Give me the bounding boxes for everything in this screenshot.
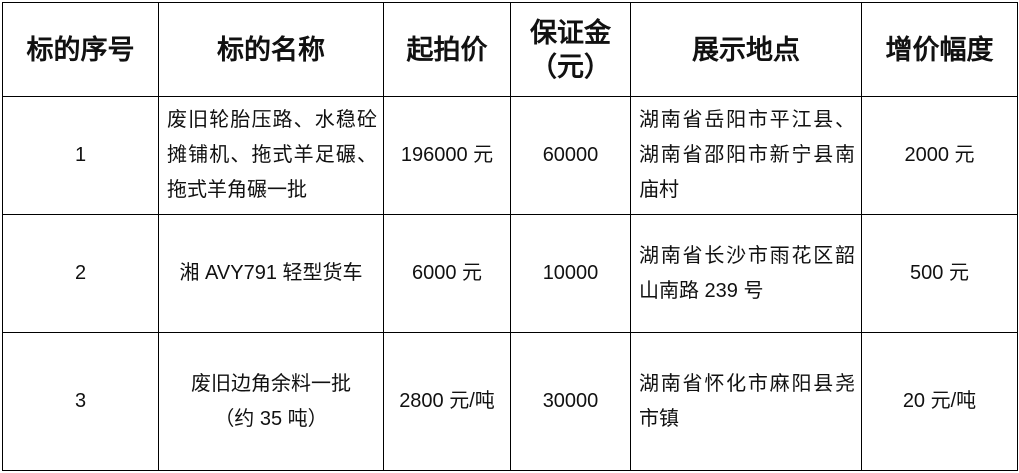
cell-lot-name: 废旧轮胎压路、水稳砼摊铺机、拖式羊足碾、拖式羊角碾一批	[158, 96, 384, 215]
cell-location: 湖南省长沙市雨花区韶山南路 239 号	[630, 214, 862, 333]
cell-start-price: 6000 元	[383, 214, 511, 333]
header-lot-name: 标的名称	[158, 2, 384, 97]
table-row: 1 废旧轮胎压路、水稳砼摊铺机、拖式羊足碾、拖式羊角碾一批 196000 元 6…	[2, 96, 1018, 215]
header-deposit: 保证金（元）	[510, 2, 631, 97]
header-increment: 增价幅度	[861, 2, 1018, 97]
cell-deposit: 60000	[510, 96, 631, 215]
cell-lot-number: 3	[2, 332, 159, 471]
table-row: 2 湘 AVY791 轻型货车 6000 元 10000 湖南省长沙市雨花区韶山…	[2, 214, 1018, 333]
header-start-price: 起拍价	[383, 2, 511, 97]
cell-lot-name: 湘 AVY791 轻型货车	[158, 214, 384, 333]
cell-lot-number: 2	[2, 214, 159, 333]
cell-lot-name: 废旧边角余料一批（约 35 吨）	[158, 332, 384, 471]
cell-location: 湖南省岳阳市平江县、湖南省邵阳市新宁县南庙村	[630, 96, 862, 215]
header-lot-number: 标的序号	[2, 2, 159, 97]
table-row: 3 废旧边角余料一批（约 35 吨） 2800 元/吨 30000 湖南省怀化市…	[2, 332, 1018, 471]
cell-start-price: 2800 元/吨	[383, 332, 511, 471]
cell-start-price: 196000 元	[383, 96, 511, 215]
cell-deposit: 30000	[510, 332, 631, 471]
header-location: 展示地点	[630, 2, 862, 97]
cell-increment: 20 元/吨	[861, 332, 1018, 471]
cell-increment: 2000 元	[861, 96, 1018, 215]
cell-location: 湖南省怀化市麻阳县尧市镇	[630, 332, 862, 471]
header-row: 标的序号 标的名称 起拍价 保证金（元） 展示地点 增价幅度	[2, 2, 1018, 97]
cell-increment: 500 元	[861, 214, 1018, 333]
cell-deposit: 10000	[510, 214, 631, 333]
cell-lot-number: 1	[2, 96, 159, 215]
